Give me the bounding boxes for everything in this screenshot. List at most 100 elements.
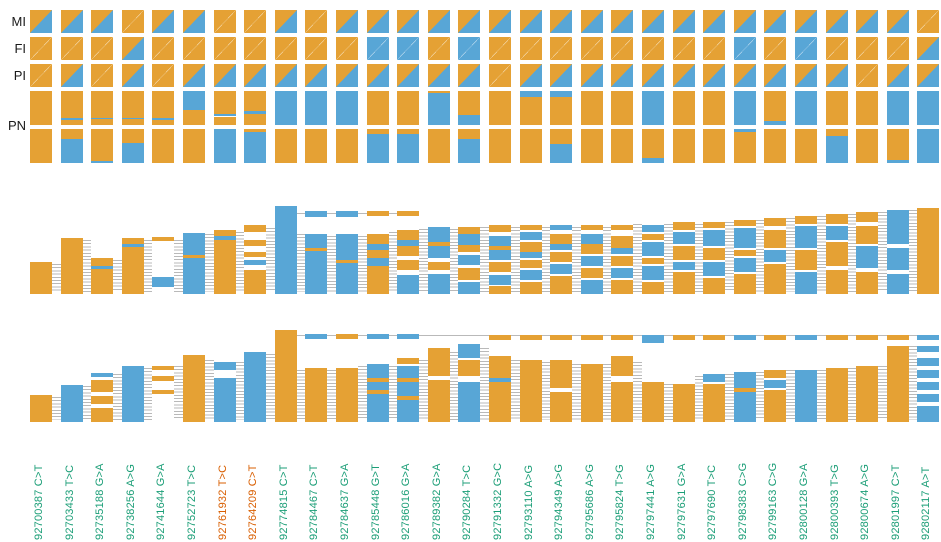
genotype-cell-pi-20	[611, 64, 633, 87]
genotype-cell-mi-20	[611, 10, 633, 33]
pn-bar-segment	[703, 129, 725, 163]
haplotype-link-bundle	[419, 360, 428, 420]
genotype-cell-fi-15	[458, 37, 480, 60]
haplotype-bar-segment	[764, 390, 786, 422]
haplotype-bar-segment	[887, 335, 909, 340]
snp-label-11: 92784637 G>A	[339, 463, 351, 540]
haplotype-bar-segment	[458, 255, 480, 265]
genotype-cell-fi-23	[703, 37, 725, 60]
pn-bar-segment	[30, 91, 52, 125]
haplotype-link-bundle	[83, 240, 91, 292]
haplotype-link-bundle	[52, 264, 61, 292]
genotype-cell-pi-22	[673, 64, 695, 87]
haplotype-bar-segment	[550, 225, 572, 230]
haplotype-bar-segment	[244, 270, 266, 294]
haplotype-bar-segment	[489, 262, 511, 272]
pn-bar-segment	[61, 91, 83, 118]
genotype-cell-fi-22	[673, 37, 695, 60]
haplotype-bar-segment	[367, 364, 389, 378]
haplotype-bar-segment	[734, 274, 756, 294]
haplotype-link-bundle	[389, 232, 397, 292]
genotype-cell-pi-4	[122, 64, 144, 87]
genotype-cell-mi-1	[30, 10, 52, 33]
haplotype-bar-segment	[703, 222, 725, 228]
haplotype-bar-segment	[642, 266, 664, 280]
snp-label-6: 92752723 T>C	[186, 464, 198, 540]
genotype-cell-pi-2	[61, 64, 83, 87]
haplotype-bar-segment	[244, 240, 266, 246]
haplotype-link-bundle	[756, 372, 764, 420]
haplotype-bar-segment	[642, 234, 664, 240]
haplotype-bar-segment	[673, 262, 695, 270]
haplotype-bar-segment	[520, 335, 542, 340]
haplotype-link-bundle	[664, 384, 673, 420]
genotype-cell-pi-6	[183, 64, 205, 87]
genotype-cell-mi-18	[550, 10, 572, 33]
haplotype-bar-segment	[734, 335, 756, 340]
haplotype-bar-segment	[152, 237, 174, 241]
haplotype-bar-segment	[642, 382, 664, 422]
genotype-cell-pi-30	[917, 64, 939, 87]
genotype-cell-fi-29	[887, 37, 909, 60]
haplotype-bar-segment	[581, 364, 603, 422]
haplotype-link-bundle	[327, 236, 336, 292]
haplotype-link-bundle	[848, 214, 856, 292]
haplotype-bar-segment	[489, 382, 511, 422]
haplotype-link-bundle	[909, 210, 917, 292]
haplotype-bar-segment	[152, 277, 174, 287]
snp-label-29: 92801997 C>T	[890, 464, 902, 541]
genotype-cell-pi-3	[91, 64, 113, 87]
haplotype-link-bundle	[174, 240, 183, 292]
genotype-cell-pi-24	[734, 64, 756, 87]
haplotype-bar-segment	[917, 335, 939, 340]
genotype-cell-pi-29	[887, 64, 909, 87]
haplotype-link-bundle	[358, 366, 367, 420]
haplotype-bar-segment	[122, 244, 144, 247]
haplotype-bar-segment	[397, 240, 419, 246]
haplotype-bar-segment	[764, 264, 786, 294]
haplotype-bar-segment	[581, 335, 603, 340]
haplotype-bar-segment	[764, 380, 786, 388]
haplotype-bar-segment	[61, 238, 83, 294]
haplotype-bar-segment	[611, 356, 633, 376]
haplotype-bar-segment	[611, 236, 633, 248]
pn-bar-segment	[61, 117, 83, 120]
pn-bar-segment	[764, 129, 786, 163]
haplotype-bar-segment	[917, 208, 939, 294]
pn-bar-segment	[152, 118, 174, 121]
pn-bar-segment	[856, 129, 878, 163]
haplotype-link-bundle	[603, 364, 611, 420]
haplotype-bar-segment	[397, 382, 419, 396]
haplotype-link-bundle	[909, 346, 917, 420]
haplotype-bar-segment	[305, 211, 327, 217]
pn-bar-segment	[122, 119, 144, 125]
pn-bar-segment	[887, 91, 909, 125]
haplotype-bar-segment	[489, 286, 511, 294]
haplotype-bar-segment	[152, 366, 174, 370]
haplotype-link-bundle	[664, 224, 673, 292]
genotype-cell-mi-6	[183, 10, 205, 33]
haplotype-bar-segment	[428, 227, 450, 242]
haplotype-bar-segment	[550, 244, 572, 250]
pn-bar-segment	[673, 129, 695, 163]
pn-bar-segment	[520, 97, 542, 125]
haplotype-bar-segment	[367, 258, 389, 266]
haplotype-bar-segment	[703, 384, 725, 422]
genotype-cell-mi-10	[305, 10, 327, 33]
pn-bar-segment	[550, 129, 572, 145]
genotype-cell-mi-23	[703, 10, 725, 33]
haplotype-bar-segment	[795, 335, 817, 340]
haplotype-bar-segment	[152, 376, 174, 381]
pn-bar-segment	[305, 129, 327, 163]
pn-bar-segment	[520, 129, 542, 163]
haplotype-bar-segment	[856, 226, 878, 244]
genotype-cell-mi-8	[244, 10, 266, 33]
haplotype-bar-segment	[734, 392, 756, 422]
genotype-cell-pi-19	[581, 64, 603, 87]
pn-bar-segment	[122, 143, 144, 163]
pn-bar-segment	[214, 116, 236, 125]
haplotype-bar-segment	[581, 256, 603, 266]
pn-bar-segment	[887, 129, 909, 161]
pn-bar-segment	[244, 132, 266, 163]
genotype-cell-pi-18	[550, 64, 572, 87]
